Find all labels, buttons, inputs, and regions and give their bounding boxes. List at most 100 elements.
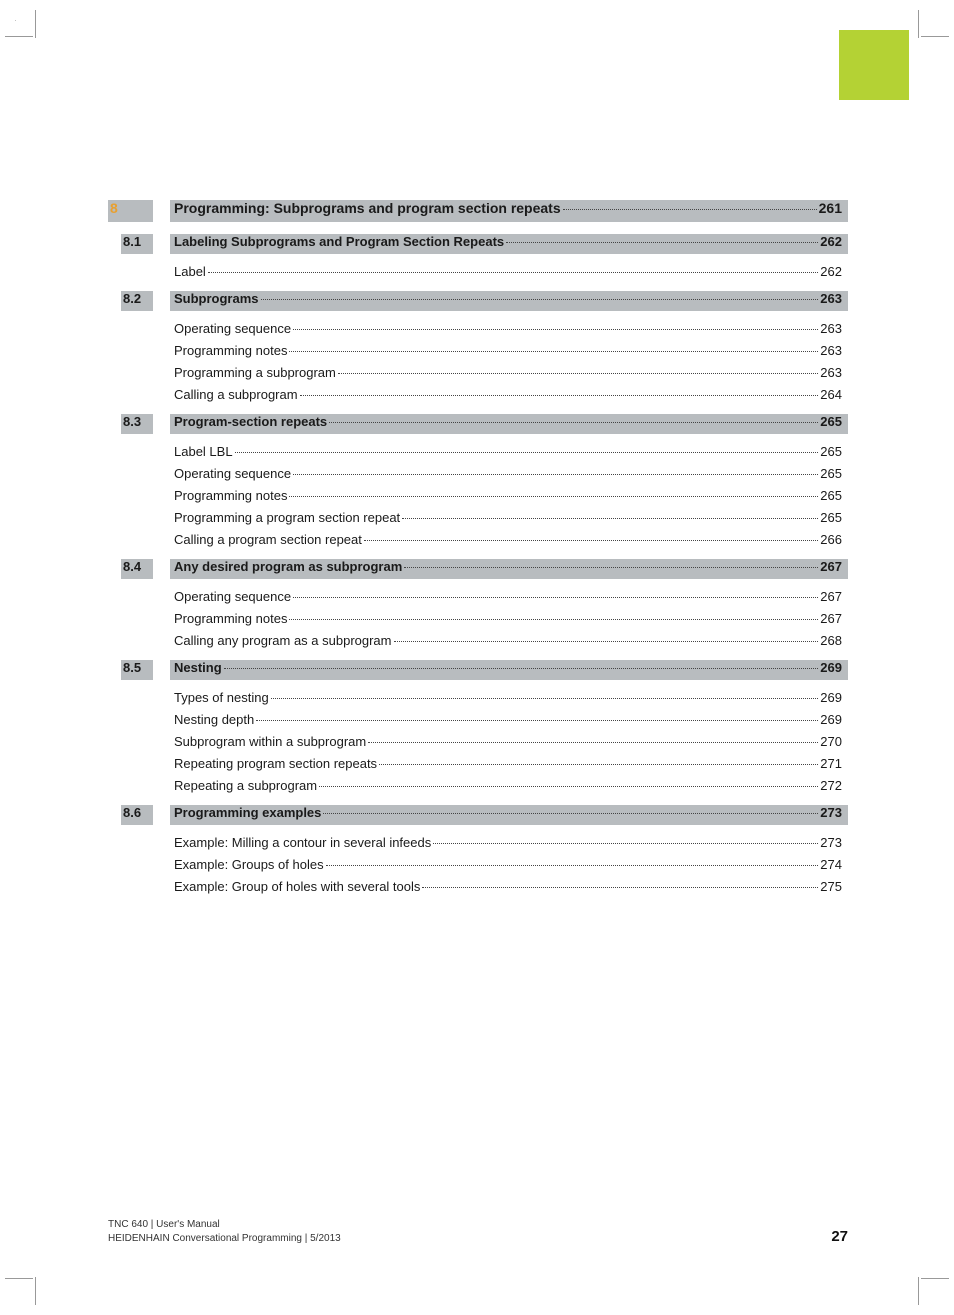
toc-section-row: 8.6 Programming examples 273 [108,805,848,825]
toc-item-page: 264 [820,387,842,402]
toc-item-label: Example: Groups of holes [174,857,324,872]
toc-item-label: Operating sequence [174,589,291,604]
toc-item-label: Example: Milling a contour in several in… [174,835,431,850]
toc-item-page: 265 [820,444,842,459]
page-footer: TNC 640 | User's Manual HEIDENHAIN Conve… [108,1218,848,1245]
toc-section-page: 267 [820,559,842,574]
toc-dots [293,474,818,475]
toc-dots [338,373,818,374]
toc-gap [153,414,170,434]
toc-dots [379,764,818,765]
toc-section-number: 8.2 [121,291,153,306]
footer-page-number: 27 [831,1228,848,1245]
toc-dots [402,518,818,519]
toc-item-label: Calling a subprogram [174,387,298,402]
toc-item-page: 275 [820,879,842,894]
toc-item-row: Programming notes267 [108,611,848,626]
toc-section-title: Subprograms [174,291,259,306]
toc-dots [394,641,819,642]
toc-dots [271,698,819,699]
toc-item-label: Types of nesting [174,690,269,705]
toc-section-row: 8.4 Any desired program as subprogram 267 [108,559,848,579]
toc-content: 8 Programming: Subprograms and program s… [108,200,848,901]
toc-item-label: Programming a program section repeat [174,510,400,525]
toc-section-row: 8.5 Nesting269 [108,660,848,680]
toc-item-label: Calling any program as a subprogram [174,633,392,648]
toc-section-number: 8.3 [121,414,153,429]
toc-section-title-cell: Program-section repeats265 [170,414,848,429]
toc-item-page: 263 [820,365,842,380]
toc-section-title: Any desired program as subprogram [174,559,402,574]
toc-item-row: Operating sequence267 [108,589,848,604]
toc-chapter-page: 261 [819,200,842,216]
toc-item-row: Example: Group of holes with several too… [108,879,848,894]
toc-section-row: 8.3 Program-section repeats265 [108,414,848,434]
toc-item-page: 271 [820,756,842,771]
toc-pad [108,559,121,579]
toc-section-title-cell: Subprograms263 [170,291,848,306]
toc-dots [256,720,818,721]
accent-box [839,30,909,100]
toc-section-number: 8.4 [121,559,153,574]
toc-item-row: Programming notes263 [108,343,848,358]
toc-item-row: Types of nesting 269 [108,690,848,705]
toc-section-title-cell: Any desired program as subprogram 267 [170,559,848,574]
toc-gap [153,660,170,680]
toc-dots [422,887,818,888]
toc-chapter-number: 8 [108,200,153,216]
toc-chapter-title-cell: Programming: Subprograms and program sec… [170,200,848,216]
toc-item-label: Programming notes [174,488,287,503]
toc-gap [153,559,170,579]
toc-dots [261,299,819,300]
toc-item-row: Nesting depth269 [108,712,848,727]
toc-dots [323,813,818,814]
toc-dots [224,668,819,669]
toc-gap [153,291,170,311]
toc-dots [326,865,819,866]
toc-section-title: Programming examples [174,805,321,820]
toc-item-label: Nesting depth [174,712,254,727]
toc-item-label: Programming notes [174,611,287,626]
toc-section-number: 8.1 [121,234,153,249]
toc-section-title-cell: Programming examples 273 [170,805,848,820]
toc-item-page: 270 [820,734,842,749]
toc-item-label: Label LBL [174,444,233,459]
toc-item-page: 262 [820,264,842,279]
toc-item-page: 269 [820,690,842,705]
toc-dots [433,843,818,844]
toc-gap [153,234,170,254]
toc-item-page: 263 [820,321,842,336]
toc-item-label: Subprogram within a subprogram [174,734,366,749]
toc-item-page: 274 [820,857,842,872]
toc-section-row: 8.1Labeling Subprograms and Program Sect… [108,234,848,254]
toc-dots [235,452,819,453]
toc-pad [108,414,121,434]
footer-line1: TNC 640 | User's Manual [108,1218,341,1232]
crop-mark-bottom-right [909,1265,939,1295]
toc-section-number: 8.6 [121,805,153,820]
toc-item-row: Calling a subprogram 264 [108,387,848,402]
toc-pad [108,291,121,311]
toc-dots [289,351,818,352]
toc-item-row: Subprogram within a subprogram 270 [108,734,848,749]
toc-item-row: Example: Groups of holes 274 [108,857,848,872]
toc-section-page: 273 [820,805,842,820]
toc-section-row: 8.2 Subprograms263 [108,291,848,311]
toc-section-number: 8.5 [121,660,153,675]
toc-item-label: Operating sequence [174,466,291,481]
toc-item-label: Repeating program section repeats [174,756,377,771]
toc-item-page: 265 [820,466,842,481]
toc-dots [563,209,817,210]
toc-section-title-cell: Nesting269 [170,660,848,675]
toc-item-label: Label [174,264,206,279]
toc-item-page: 266 [820,532,842,547]
toc-item-row: Programming a program section repeat265 [108,510,848,525]
toc-dots [289,496,818,497]
toc-item-row: Label LBL 265 [108,444,848,459]
toc-pad [108,805,121,825]
toc-section-title: Program-section repeats [174,414,327,429]
toc-dots [319,786,818,787]
crop-mark-top-left [15,20,16,21]
crop-mark-bottom-left [15,1265,45,1295]
toc-dots [289,619,818,620]
